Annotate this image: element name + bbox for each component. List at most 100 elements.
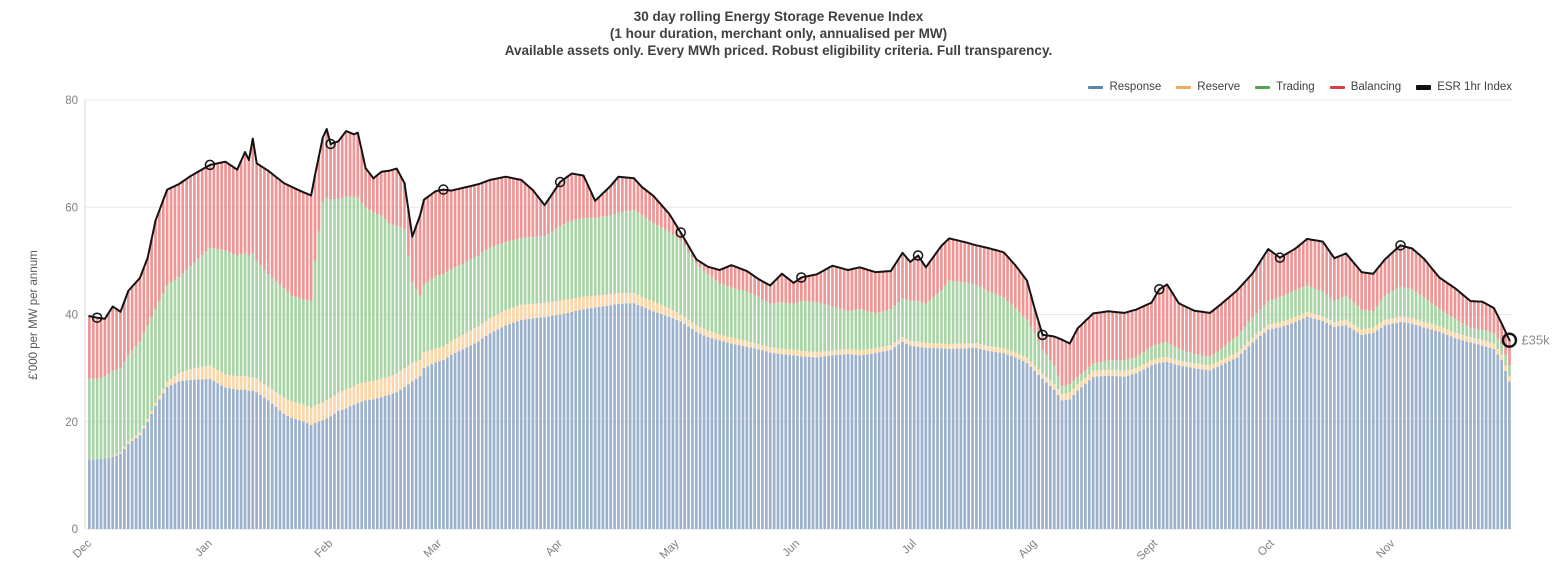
- stack-bar-segment: [130, 440, 134, 529]
- stack-bar-segment: [656, 200, 659, 226]
- stack-bar-segment: [531, 236, 535, 304]
- stack-bar-segment: [1235, 290, 1239, 336]
- stack-bar-segment: [165, 386, 169, 529]
- stack-bar-segment: [1122, 370, 1126, 377]
- stack-bar-segment: [928, 261, 932, 301]
- stack-bar-segment: [1084, 377, 1087, 384]
- stack-bar-segment: [1364, 310, 1367, 329]
- stack-bar-segment: [733, 344, 737, 529]
- stack-bar-segment: [1208, 312, 1212, 357]
- stack-bar-segment: [523, 237, 527, 305]
- stack-bar-segment: [1344, 319, 1348, 326]
- stack-bar-segment: [554, 187, 558, 229]
- stack-bar-segment: [418, 295, 422, 361]
- stack-bar-segment: [426, 196, 430, 282]
- stack-bar-segment: [1220, 360, 1223, 365]
- stack-bar-segment: [438, 275, 441, 348]
- stack-bar-segment: [558, 300, 562, 315]
- stack-bar-segment: [675, 237, 679, 313]
- stack-bar-segment: [1080, 373, 1083, 381]
- stack-bar-segment: [986, 346, 990, 351]
- stack-bar-segment: [407, 209, 410, 256]
- stack-bar-segment: [788, 354, 792, 529]
- stack-bar-segment: [290, 295, 294, 402]
- stack-bar-segment: [854, 350, 858, 355]
- month-marker: [91, 312, 103, 323]
- stack-bar-segment: [1457, 333, 1461, 340]
- stack-bar-segment: [1220, 303, 1223, 349]
- stack-bar-segment: [1294, 317, 1297, 323]
- stack-bar-segment: [621, 211, 624, 294]
- stack-bar-segment: [1025, 319, 1029, 358]
- stack-bar-segment: [1266, 249, 1270, 302]
- stack-bar-segment: [889, 271, 893, 310]
- stack-bar-segment: [88, 378, 91, 460]
- stack-bar-segment: [951, 239, 955, 282]
- stack-bar-segment: [1360, 334, 1363, 529]
- stack-bar-segment: [251, 252, 255, 378]
- stack-bar-segment: [150, 411, 153, 414]
- stack-bar-segment: [772, 353, 776, 529]
- stack-bar-segment: [1204, 312, 1208, 357]
- stack-bar-segment: [656, 225, 659, 304]
- stack-bar-segment: [212, 367, 216, 381]
- stack-bar-segment: [1266, 301, 1270, 325]
- stack-bar-segment: [1298, 288, 1301, 316]
- stack-bar-segment: [729, 337, 733, 344]
- stack-bar-segment: [535, 317, 539, 529]
- stack-bar-segment: [445, 357, 449, 529]
- stack-bar-segment: [710, 277, 714, 332]
- stack-bar-segment: [558, 182, 562, 227]
- legend-item-trading[interactable]: Trading: [1255, 81, 1315, 93]
- stack-bar-segment: [313, 175, 317, 261]
- stack-bar-segment: [726, 342, 729, 529]
- stack-bar-segment: [671, 219, 675, 235]
- stack-bar-segment: [469, 345, 472, 529]
- stack-bar-segment: [107, 456, 111, 458]
- legend-item-esr-index[interactable]: ESR 1hr Index: [1416, 81, 1512, 93]
- stack-bar-segment: [1134, 357, 1138, 369]
- stack-bar-segment: [1021, 360, 1025, 529]
- stack-bar-segment: [1259, 335, 1262, 529]
- stack-bar-segment: [601, 193, 605, 217]
- stack-bar-segment: [484, 335, 488, 529]
- stack-bar-segment: [858, 267, 862, 310]
- x-tick-label: Feb: [313, 538, 336, 561]
- legend-item-response[interactable]: Response: [1088, 81, 1161, 93]
- stack-bar-segment: [356, 384, 360, 403]
- stack-bar-segment: [1134, 368, 1138, 374]
- y-tick-label: 60: [65, 202, 78, 214]
- legend-item-reserve[interactable]: Reserve: [1176, 81, 1240, 93]
- stack-bar-segment: [706, 274, 710, 331]
- legend-label: Reserve: [1197, 81, 1241, 93]
- stack-bar-segment: [597, 295, 601, 307]
- stack-bar-segment: [449, 268, 453, 342]
- stack-bar-segment: [1438, 309, 1441, 327]
- legend-item-balancing[interactable]: Balancing: [1329, 81, 1401, 93]
- stack-bar-segment: [383, 171, 387, 220]
- stack-bar-segment: [1360, 329, 1363, 335]
- stack-bar-segment: [784, 349, 788, 355]
- stack-bar-segment: [442, 189, 445, 275]
- stack-bar-segment: [1161, 342, 1165, 358]
- stack-bar-segment: [539, 200, 543, 237]
- stack-bar-segment: [691, 257, 694, 323]
- stack-bar-segment: [873, 272, 877, 314]
- stack-bar-segment: [994, 294, 998, 348]
- stack-bar-segment: [1056, 338, 1060, 376]
- stack-bar-segment: [889, 309, 893, 346]
- stack-bar-segment: [1414, 319, 1418, 325]
- stack-bar-segment: [1041, 349, 1044, 374]
- stack-bar-segment: [344, 196, 348, 390]
- stack-bar-segment: [1033, 333, 1037, 366]
- stack-bar-segment: [1095, 370, 1099, 377]
- stack-bar-segment: [177, 184, 181, 277]
- stack-bar-segment: [959, 281, 963, 344]
- stack-bar-segment: [698, 261, 702, 268]
- stack-bar-segment: [624, 303, 628, 529]
- stack-bar-segment: [613, 293, 616, 305]
- stack-bar-segment: [1453, 288, 1457, 319]
- stack-bar-segment: [967, 283, 971, 344]
- stack-bar-segment: [749, 347, 753, 529]
- stack-bar-segment: [597, 197, 601, 218]
